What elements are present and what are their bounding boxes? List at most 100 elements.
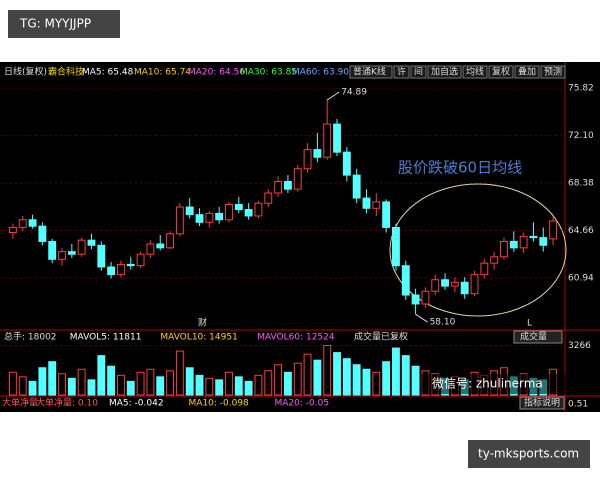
toolbar-label[interactable]: 许 bbox=[397, 66, 406, 78]
volume-header: 总手: 18002 MAVOL5: 11811 MAVOL10: 14951 MAVO… bbox=[4, 331, 408, 343]
toolbar: 普通K线许间加自选 均线 复权 叠加 预测 bbox=[349, 65, 566, 79]
toolbar-label[interactable]: 均线 bbox=[466, 66, 484, 78]
toolbar-label[interactable]: 加自选 bbox=[431, 66, 458, 78]
volume-bar bbox=[166, 370, 174, 396]
volume-bar bbox=[77, 368, 86, 396]
volume-bar bbox=[411, 365, 420, 396]
volume-bar bbox=[303, 353, 312, 396]
candle-body bbox=[549, 220, 558, 240]
stock-name: 霸合科技 bbox=[48, 66, 84, 78]
candle-body bbox=[274, 181, 283, 194]
candle-body bbox=[333, 123, 341, 153]
toolbar-label[interactable]: 叠加 bbox=[518, 67, 536, 78]
volume-bar bbox=[283, 371, 292, 396]
candle-body bbox=[58, 251, 66, 260]
volume-bar bbox=[342, 358, 351, 396]
volume-bar bbox=[352, 364, 361, 396]
y-tick-label: 72.10 bbox=[568, 131, 594, 141]
volume-bar bbox=[313, 359, 322, 396]
leader-line bbox=[326, 91, 340, 101]
indicator-stat: 大单净量: 0.10 bbox=[36, 397, 98, 409]
candle-body bbox=[136, 253, 145, 267]
indicator-button[interactable] bbox=[519, 396, 565, 410]
volume-button[interactable] bbox=[513, 330, 563, 344]
y-tick-label: 68.38 bbox=[568, 179, 594, 189]
candle-body bbox=[117, 263, 125, 276]
candle-body bbox=[313, 149, 322, 158]
candle-body bbox=[18, 219, 27, 228]
candle-body bbox=[215, 212, 224, 221]
volume-bar bbox=[244, 380, 253, 396]
candle-body bbox=[77, 239, 86, 255]
toolbar-label[interactable]: 预测 bbox=[544, 67, 562, 78]
volume-bar bbox=[225, 371, 233, 396]
volume-bar bbox=[58, 373, 66, 396]
candle-body bbox=[539, 237, 548, 246]
indicator-button-label[interactable]: 指标说明 bbox=[524, 397, 560, 409]
toolbar-button[interactable] bbox=[427, 65, 462, 79]
volume-bar bbox=[185, 367, 194, 396]
watermark: TG: MYYJJPP bbox=[19, 17, 91, 31]
volume-bar bbox=[117, 374, 125, 396]
candle-body bbox=[372, 201, 381, 209]
volume-bar bbox=[18, 376, 27, 396]
volume-stat: 总手: 18002 bbox=[4, 331, 57, 343]
toolbar-label[interactable]: 复权 bbox=[492, 66, 510, 78]
ma-label: MA60: 63.90 bbox=[292, 68, 349, 78]
volume-bar bbox=[382, 361, 391, 396]
volume-stat: MAVOL10: 14951 bbox=[160, 333, 237, 343]
watermark-box bbox=[468, 440, 590, 468]
volume-bar bbox=[146, 368, 155, 396]
volume-button-label[interactable]: 成交量 bbox=[520, 331, 547, 343]
candle-body bbox=[293, 168, 302, 190]
toolbar-label[interactable]: 普通K线 bbox=[353, 66, 386, 78]
volume-bar bbox=[8, 371, 17, 396]
indicator-stat: MA20: -0.05 bbox=[275, 399, 330, 409]
ma-label: MA30: 63.85 bbox=[240, 68, 297, 78]
toolbar-button[interactable] bbox=[462, 65, 488, 79]
candle-body bbox=[195, 214, 204, 223]
toolbar-label[interactable]: 间 bbox=[414, 66, 423, 78]
candle-body bbox=[283, 181, 292, 190]
toolbar-button[interactable] bbox=[393, 65, 410, 79]
candle-body bbox=[450, 281, 459, 287]
candle-body bbox=[166, 233, 174, 249]
volume-bar bbox=[372, 371, 381, 396]
period: 日线(复权) bbox=[4, 66, 47, 78]
candle-body bbox=[205, 212, 214, 223]
candle-body bbox=[48, 240, 57, 260]
volume-bar bbox=[254, 374, 263, 396]
volume-bar bbox=[175, 350, 184, 396]
chart-area bbox=[0, 62, 600, 412]
toolbar-button[interactable] bbox=[488, 65, 514, 79]
toolbar-button[interactable] bbox=[349, 65, 393, 79]
indicator-stat: 大单净量 bbox=[2, 397, 38, 409]
volume-bar bbox=[87, 379, 96, 396]
candle-body bbox=[382, 201, 391, 228]
watermark: 微信号: zhulinerma bbox=[432, 377, 543, 391]
candle-body bbox=[225, 203, 233, 221]
toolbar-button[interactable] bbox=[410, 65, 427, 79]
volume-bar bbox=[323, 345, 332, 396]
indicator-stat: MA10: -0.098 bbox=[189, 399, 250, 409]
candle-body bbox=[431, 279, 440, 292]
candle-body bbox=[28, 219, 37, 227]
candle-body bbox=[156, 243, 165, 249]
volume-bar bbox=[67, 377, 76, 396]
volume-bar bbox=[401, 355, 410, 396]
toolbar-button[interactable] bbox=[540, 65, 566, 79]
ma-label: MA5: 65.48 bbox=[82, 68, 134, 78]
leader-line bbox=[415, 313, 428, 323]
volume-bar bbox=[38, 367, 47, 396]
y-tick-label: 64.66 bbox=[568, 226, 594, 236]
volume-stat: 成交量已复权 bbox=[354, 331, 408, 343]
volume-bar bbox=[293, 362, 302, 396]
marks: 75.82 72.10 68.38 64.66 60.94 3266 74.89 58.10 bbox=[0, 84, 594, 396]
volume-bar bbox=[156, 376, 165, 396]
volume-bar bbox=[392, 347, 400, 396]
candle-body bbox=[519, 235, 528, 249]
toolbar-button[interactable] bbox=[514, 65, 540, 79]
candle-body bbox=[342, 151, 351, 176]
